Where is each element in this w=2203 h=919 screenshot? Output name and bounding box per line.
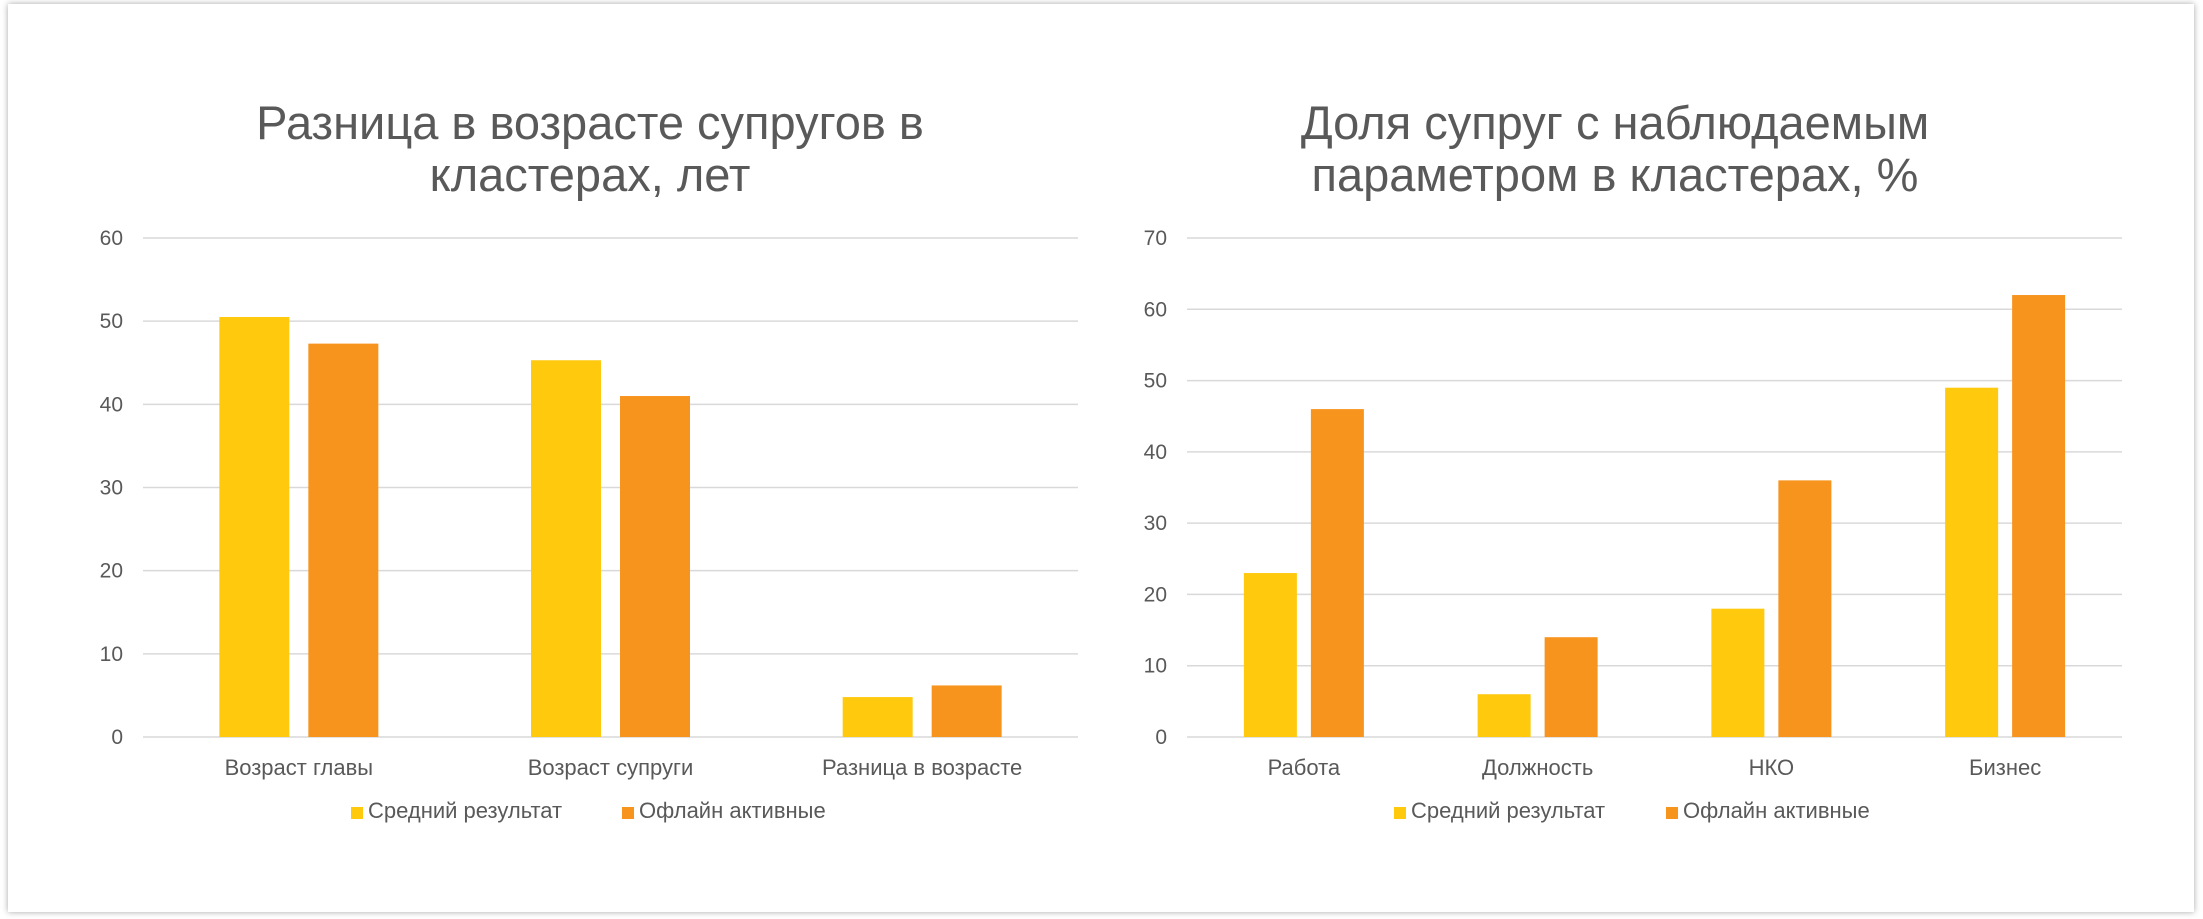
legend-swatch <box>351 807 363 819</box>
chart1-title: Разница в возрасте супругов в кластерах,… <box>256 96 924 201</box>
category-label: Возраст главы <box>225 755 374 780</box>
y-tick-label: 0 <box>1155 726 1167 749</box>
y-tick-label: 30 <box>100 477 123 500</box>
bar-series2 <box>2012 295 2066 737</box>
y-tick-label: 40 <box>100 393 123 416</box>
y-tick-label: 0 <box>111 726 123 749</box>
bar-series1 <box>531 360 601 737</box>
y-tick-label: 60 <box>100 227 123 250</box>
bar-series2 <box>1544 637 1598 737</box>
legend-swatch <box>1394 807 1406 819</box>
bar-series1 <box>1243 573 1297 737</box>
y-tick-label: 50 <box>100 310 123 333</box>
legend-label: Средний результат <box>1411 798 1605 823</box>
y-tick-label: 10 <box>1144 655 1167 678</box>
y-tick-label: 20 <box>1144 583 1167 606</box>
bar-series1 <box>1477 694 1531 737</box>
y-tick-label: 20 <box>100 560 123 583</box>
category-label: НКО <box>1749 755 1795 780</box>
category-label: Бизнес <box>1969 755 2041 780</box>
chart-age-difference: 0 10 20 30 40 50 60 Возраст главы Возраст супруг… <box>100 227 1078 823</box>
legend-swatch <box>622 807 634 819</box>
bar-series2 <box>931 685 1002 737</box>
legend-label: Средний результат <box>368 798 562 823</box>
y-tick-label: 70 <box>1144 227 1167 250</box>
legend-label: Офлайн активные <box>639 798 826 823</box>
y-tick-label: 50 <box>1144 370 1167 393</box>
y-tick-label: 10 <box>100 643 123 666</box>
bar-series1 <box>1945 387 1999 737</box>
category-label: Должность <box>1482 755 1593 780</box>
bar-series2 <box>308 343 379 737</box>
y-tick-label: 60 <box>1144 298 1167 321</box>
bar-series2 <box>620 396 690 737</box>
bar-series2 <box>1310 409 1364 737</box>
category-label: Возраст супруги <box>528 755 694 780</box>
bar-series2 <box>1778 480 1832 737</box>
chart2-title: Доля супруг с наблюдаемым параметром в к… <box>1300 96 1930 201</box>
y-tick-label: 40 <box>1144 441 1167 464</box>
legend-label: Офлайн активные <box>1683 798 1870 823</box>
category-label: Работа <box>1268 755 1341 780</box>
bar-series1 <box>219 317 290 737</box>
category-label: Разница в возрасте <box>822 755 1022 780</box>
legend-swatch <box>1666 807 1678 819</box>
bar-series1 <box>842 697 913 737</box>
y-tick-label: 30 <box>1144 512 1167 535</box>
chart-spouse-share: 0 10 20 30 40 50 60 70 Работа Должность НКО Бизнес С… <box>1144 227 2122 823</box>
bar-series1 <box>1711 608 1765 737</box>
